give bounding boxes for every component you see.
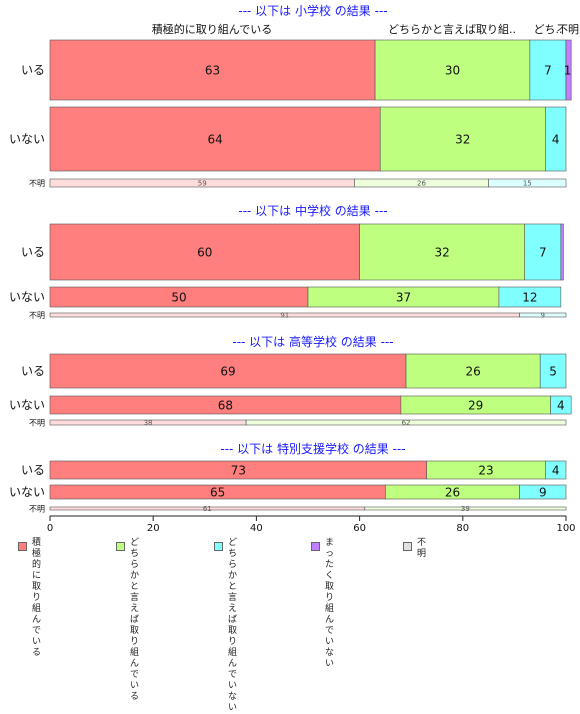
bar-segment (519, 484, 567, 500)
data-label: 4 (552, 463, 560, 477)
x-tick-label: 100 (556, 523, 575, 534)
data-label: 29 (468, 398, 483, 412)
group-title: --- 以下は 高等学校 の結果 --- (232, 334, 393, 349)
data-label: 26 (445, 485, 460, 499)
data-label: 4 (557, 398, 565, 412)
row-label: いない (9, 290, 45, 304)
data-label: 73 (231, 463, 246, 477)
data-label: 63 (205, 63, 220, 77)
bar-segment (545, 460, 567, 480)
column-header: 積極的に取り組んでいる (152, 22, 272, 36)
row-label: 不明 (29, 179, 45, 188)
data-label: 1 (564, 63, 572, 77)
data-label: 65 (210, 485, 225, 499)
bar-segment (359, 223, 526, 281)
bar-segment (245, 419, 567, 426)
row-label: いる (21, 463, 45, 477)
legend-swatch-4 (403, 542, 412, 551)
column-header: どちらかと言えば取り組.. (388, 23, 516, 36)
data-label: 9 (541, 312, 545, 320)
bar-segment (550, 395, 572, 415)
x-tick-label: 20 (147, 523, 160, 534)
data-label: 59 (198, 180, 207, 188)
bar-segment (524, 223, 562, 281)
column-header: どち.. (534, 23, 563, 36)
data-label: 60 (197, 245, 212, 259)
group-title: --- 以下は 中学校 の結果 --- (238, 203, 387, 218)
data-label: 64 (207, 132, 222, 146)
bar-segment (539, 353, 567, 389)
legend-swatch-2 (214, 542, 223, 551)
data-label: 61 (203, 505, 212, 513)
data-label: 23 (478, 463, 493, 477)
legend-swatch-3 (311, 542, 320, 551)
data-label: 7 (544, 63, 552, 77)
row-label: いる (21, 364, 45, 378)
bar-segment (49, 223, 360, 281)
x-tick-label: 60 (353, 523, 366, 534)
bar-segment (49, 353, 407, 389)
legend-label-3: まったく 取り組んでいない (325, 538, 335, 669)
data-label: 38 (144, 419, 153, 427)
bar-segment (560, 223, 564, 281)
data-label: 91 (280, 312, 289, 320)
group-title: --- 以下は 特別支援学校 の結果 --- (220, 441, 405, 456)
data-label: 7 (539, 245, 547, 259)
data-label: 5 (549, 364, 557, 378)
data-label: 62 (402, 419, 411, 427)
group-title: --- 以下は 小学校 の結果 --- (238, 3, 387, 18)
data-label: 68 (218, 398, 233, 412)
bar-segment (498, 286, 562, 308)
data-label: 32 (435, 245, 450, 259)
bar-segment (49, 106, 381, 172)
bar-segment (519, 312, 567, 318)
row-label: いない (9, 398, 45, 412)
row-label: いる (21, 63, 45, 77)
data-label: 9 (539, 485, 547, 499)
legend-label-1: どちらかと言えば 取り組んでいる (130, 538, 140, 702)
bar-segment (379, 106, 546, 172)
data-label: 4 (552, 132, 560, 146)
row-label: いる (21, 245, 45, 259)
data-label: 15 (523, 180, 532, 188)
bar-segment (364, 506, 567, 511)
legend-swatch-1 (116, 542, 125, 551)
bar-segment (565, 39, 572, 101)
bar-segment (405, 353, 541, 389)
data-label: 30 (445, 63, 460, 77)
stacked-bar-chart: 積極的に取り組んでいる どちらかと言えば取り組.. どち..不明--- 以下は 小学… (9, 3, 579, 534)
legend-label-0: 積極的に 取り組んでいる (32, 538, 42, 658)
row-label: いない (9, 485, 45, 499)
data-label: 39 (461, 505, 470, 513)
row-label: いない (9, 132, 45, 146)
data-label: 37 (396, 290, 411, 304)
data-label: 69 (220, 364, 235, 378)
data-label: 50 (171, 290, 186, 304)
row-label: 不明 (29, 419, 45, 428)
data-label: 32 (455, 132, 470, 146)
x-tick-label: 40 (250, 523, 263, 534)
x-tick-label: 0 (47, 523, 53, 534)
legend-label-2: どちらかと言えば 取り組んでいない (228, 538, 238, 713)
row-label: 不明 (29, 505, 45, 514)
data-label: 26 (465, 364, 480, 378)
bar-segment (488, 178, 567, 188)
column-header: 不明 (557, 23, 579, 36)
bar-segment (374, 39, 531, 101)
legend-swatch-0 (18, 542, 27, 551)
data-label: 26 (417, 180, 426, 188)
bar-segment (545, 106, 567, 172)
row-label: 不明 (29, 311, 45, 320)
x-tick-label: 80 (456, 523, 469, 534)
legend-label-4: 不明 (417, 538, 427, 559)
data-label: 12 (522, 290, 537, 304)
